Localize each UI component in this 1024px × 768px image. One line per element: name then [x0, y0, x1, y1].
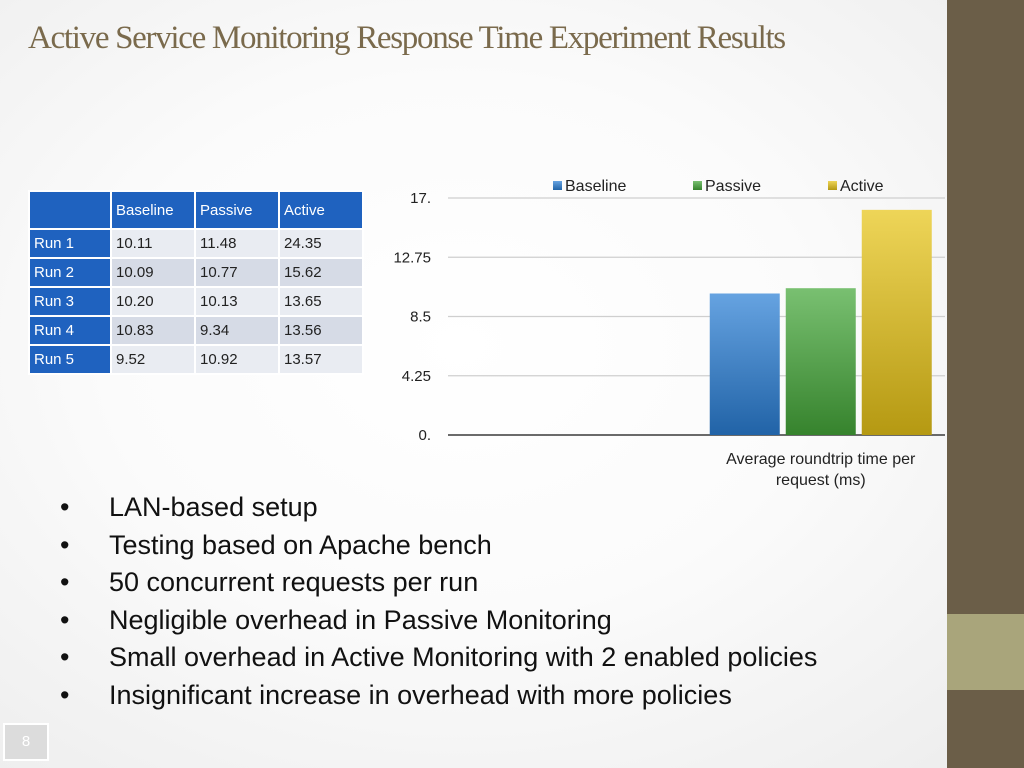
- page-number: 8: [3, 723, 49, 761]
- bullet-list: • LAN-based setup • Testing based on Apach…: [60, 489, 817, 715]
- table-cell: 9.34: [194, 315, 280, 346]
- table-cell: 13.56: [278, 315, 364, 346]
- table-cell: 24.35: [278, 228, 364, 259]
- table-cell: 9.52: [110, 344, 196, 375]
- y-tick-label: 17.: [410, 190, 431, 207]
- bullet-marker: •: [60, 529, 70, 560]
- bar-passive: [785, 288, 856, 435]
- table-header-cell: Baseline: [110, 190, 196, 230]
- legend-swatch-baseline: [553, 181, 562, 190]
- table-header-cell: Passive: [194, 190, 280, 230]
- table-cell: 13.65: [278, 286, 364, 317]
- bullet-text: LAN-based setup: [109, 492, 318, 522]
- table-row: Run 3 10.20 10.13 13.65: [28, 286, 364, 317]
- bullet-text: Small overhead in Active Monitoring with…: [109, 642, 818, 673]
- bullet-item: • 50 concurrent requests per run: [60, 564, 817, 602]
- table-cell: 10.83: [110, 315, 196, 346]
- y-tick-label: 8.5: [410, 309, 431, 326]
- table-row: Run 5 9.52 10.92 13.57: [28, 344, 364, 375]
- row-label: Run 3: [28, 286, 112, 317]
- bar-active: [861, 209, 932, 435]
- row-label: Run 1: [28, 228, 112, 259]
- y-tick-label: 0.: [418, 427, 431, 444]
- bullet-text: Testing based on Apache bench: [109, 529, 492, 560]
- legend-label-passive: Passive: [705, 178, 761, 195]
- side-bar-accent: [947, 614, 1024, 690]
- legend-label-active: Active: [840, 178, 884, 195]
- table-cell: 10.92: [194, 344, 280, 375]
- table-row: Run 1 10.11 11.48 24.35: [28, 228, 364, 259]
- bullet-text: Negligible overhead in Passive Monitorin…: [109, 604, 612, 635]
- x-category-label-line: request (ms): [776, 472, 866, 489]
- row-label: Run 5: [28, 344, 112, 375]
- legend-swatch-passive: [693, 181, 702, 190]
- bullet-marker: •: [60, 679, 70, 710]
- chart-y-tick-labels: 0. 4.25 8.5 12.75 17.: [393, 190, 431, 444]
- table-cell: 13.57: [278, 344, 364, 375]
- bullet-item: • Negligible overhead in Passive Monitori…: [60, 602, 817, 640]
- bullet-item: • Insignificant increase in overhead with…: [60, 677, 817, 715]
- table-cell: 10.13: [194, 286, 280, 317]
- y-tick-label: 4.25: [402, 368, 431, 385]
- row-label: Run 2: [28, 257, 112, 288]
- table-cell: 10.77: [194, 257, 280, 288]
- bullet-marker: •: [60, 567, 70, 598]
- table-cell: 15.62: [278, 257, 364, 288]
- table-cell: 10.20: [110, 286, 196, 317]
- y-tick-label: 12.75: [393, 249, 431, 266]
- bullet-marker: •: [60, 642, 70, 673]
- table-row: Run 4 10.83 9.34 13.56: [28, 315, 364, 346]
- bar-baseline: [709, 293, 780, 435]
- legend-swatch-active: [828, 181, 837, 190]
- bullet-item: • Testing based on Apache bench: [60, 527, 817, 565]
- bullet-text: Insignificant increase in overhead with …: [109, 679, 732, 710]
- x-category-label-line: Average roundtrip time per: [726, 451, 916, 468]
- results-table: Baseline Passive Active Run 1 10.11 11.4…: [28, 190, 364, 375]
- chart-x-category-label: Average roundtrip time per request (ms): [726, 451, 916, 489]
- bullet-item: • Small overhead in Active Monitoring wit…: [60, 639, 817, 677]
- slide-title: Active Service Monitoring Response Time …: [28, 20, 786, 56]
- row-label: Run 4: [28, 315, 112, 346]
- table-header-row: Baseline Passive Active: [28, 190, 364, 230]
- chart-legend: Baseline Passive Active: [553, 178, 884, 195]
- table-cell: 11.48: [194, 228, 280, 259]
- table-row: Run 2 10.09 10.77 15.62: [28, 257, 364, 288]
- chart-bars: [709, 209, 932, 435]
- bullet-marker: •: [60, 492, 70, 522]
- table-header-cell: [28, 190, 112, 230]
- bullet-text: 50 concurrent requests per run: [109, 567, 479, 598]
- table-header-cell: Active: [278, 190, 364, 230]
- legend-label-baseline: Baseline: [565, 178, 626, 195]
- bullet-marker: •: [60, 604, 70, 635]
- bullet-item: • LAN-based setup: [60, 489, 817, 527]
- table-cell: 10.11: [110, 228, 196, 259]
- table-cell: 10.09: [110, 257, 196, 288]
